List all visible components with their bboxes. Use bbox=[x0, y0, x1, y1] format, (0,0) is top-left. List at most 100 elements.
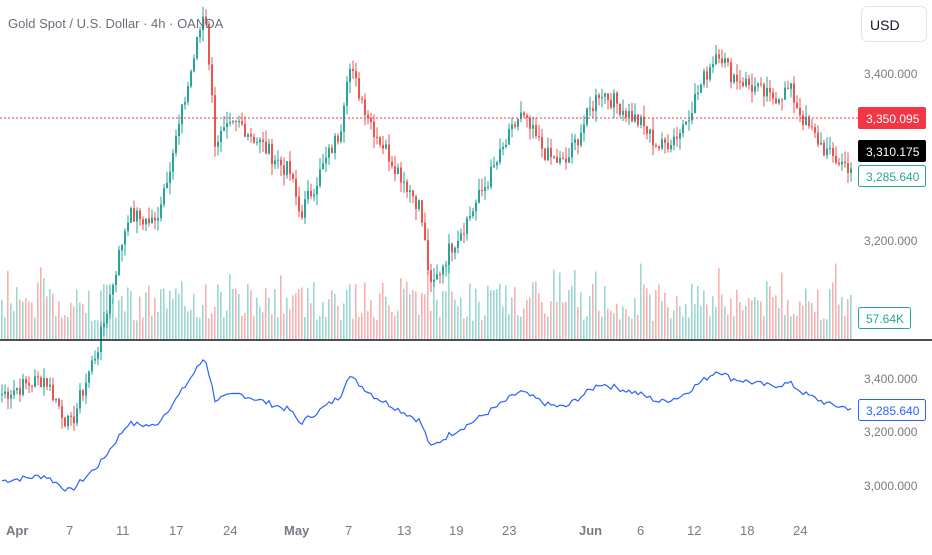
candle-body bbox=[178, 124, 180, 137]
price-tick-3200: 3,200.000 bbox=[864, 234, 918, 248]
volume-bar bbox=[544, 313, 546, 339]
volume-bar bbox=[256, 297, 258, 339]
candle-body bbox=[52, 384, 54, 401]
volume-bar bbox=[298, 289, 300, 339]
candle-body bbox=[115, 274, 117, 286]
candle-body bbox=[637, 114, 639, 126]
volume-bar bbox=[472, 320, 474, 339]
volume-bar bbox=[541, 302, 543, 339]
candle-body bbox=[466, 218, 468, 234]
candle-body bbox=[211, 64, 213, 96]
candle-body bbox=[376, 136, 378, 138]
candle-body bbox=[520, 112, 522, 119]
candle-body bbox=[487, 186, 489, 188]
candle-body bbox=[262, 139, 264, 142]
currency-button[interactable]: USD bbox=[861, 6, 927, 42]
volume-bar bbox=[295, 293, 297, 339]
volume-bar bbox=[835, 263, 837, 339]
volume-bar bbox=[100, 290, 102, 339]
candle-body bbox=[742, 82, 744, 87]
candle-body bbox=[838, 162, 840, 165]
candle-body bbox=[763, 84, 765, 97]
time-tick-jun-6: 6 bbox=[637, 523, 644, 538]
volume-bar bbox=[832, 282, 834, 339]
candle-body bbox=[430, 270, 432, 283]
candle-body bbox=[475, 202, 477, 212]
volume-bar bbox=[742, 309, 744, 339]
volume-bar bbox=[205, 284, 207, 339]
volume-bar bbox=[511, 297, 513, 339]
volume-bar bbox=[706, 304, 708, 339]
volume-bar bbox=[373, 317, 375, 339]
volume-bar bbox=[598, 310, 600, 339]
candle-body bbox=[49, 384, 51, 387]
volume-bar bbox=[493, 290, 495, 339]
candle-body bbox=[460, 233, 462, 241]
time-tick-jun-12: 12 bbox=[687, 523, 701, 538]
candle-body bbox=[343, 105, 345, 132]
volume-bar bbox=[379, 293, 381, 339]
candle-body bbox=[370, 118, 372, 122]
candle-body bbox=[559, 157, 561, 163]
volume-bar bbox=[190, 309, 192, 339]
candle-body bbox=[511, 124, 513, 130]
candle-body bbox=[676, 136, 678, 139]
candle-body bbox=[658, 146, 660, 149]
volume-bar bbox=[340, 319, 342, 339]
volume-bar bbox=[769, 286, 771, 339]
volume-bar bbox=[175, 288, 177, 339]
candle-body bbox=[175, 136, 177, 154]
volume-bar bbox=[376, 319, 378, 339]
candle-body bbox=[22, 378, 24, 395]
candle-body bbox=[142, 219, 144, 225]
volume-bar bbox=[25, 298, 27, 339]
volume-bar bbox=[583, 319, 585, 339]
candle-body bbox=[811, 126, 813, 128]
candle-body bbox=[187, 86, 189, 103]
volume-bar bbox=[289, 309, 291, 339]
volume-bar bbox=[715, 306, 717, 339]
volume-bar bbox=[508, 314, 510, 339]
volume-bar bbox=[310, 303, 312, 339]
volume-bar bbox=[286, 297, 288, 339]
candle-body bbox=[616, 92, 618, 104]
volume-bar bbox=[133, 320, 135, 339]
candle-body bbox=[436, 274, 438, 280]
candle-body bbox=[361, 98, 363, 100]
volume-bar bbox=[136, 320, 138, 339]
volume-bar bbox=[658, 284, 660, 339]
volume-bar bbox=[646, 288, 648, 339]
candle-body bbox=[1, 393, 3, 395]
candle-body bbox=[70, 415, 72, 417]
volume-bar bbox=[223, 317, 225, 339]
volume-bar bbox=[226, 310, 228, 339]
volume-bar bbox=[385, 296, 387, 339]
volume-bar bbox=[841, 296, 843, 339]
volume-bar bbox=[610, 310, 612, 339]
volume-bar bbox=[274, 288, 276, 339]
volume-bar bbox=[94, 319, 96, 339]
volume-bar bbox=[349, 284, 351, 339]
candle-body bbox=[844, 161, 846, 164]
candle-body bbox=[514, 124, 516, 127]
candle-body bbox=[313, 194, 315, 197]
candle-body bbox=[697, 92, 699, 95]
volume-bar bbox=[436, 299, 438, 339]
candle-body bbox=[304, 199, 306, 218]
time-tick-may-23: 23 bbox=[502, 523, 516, 538]
candle-body bbox=[295, 178, 297, 197]
candle-body bbox=[544, 148, 546, 160]
candle-body bbox=[454, 247, 456, 253]
candle-body bbox=[673, 136, 675, 146]
volume-bar bbox=[112, 298, 114, 339]
volume-bar bbox=[211, 313, 213, 339]
candle-body bbox=[124, 231, 126, 245]
volume-bar bbox=[34, 317, 36, 339]
volume-bar bbox=[424, 294, 426, 339]
candle-body bbox=[733, 74, 735, 83]
volume-bar bbox=[478, 301, 480, 339]
volume-bar bbox=[145, 292, 147, 339]
volume-bar bbox=[580, 292, 582, 339]
